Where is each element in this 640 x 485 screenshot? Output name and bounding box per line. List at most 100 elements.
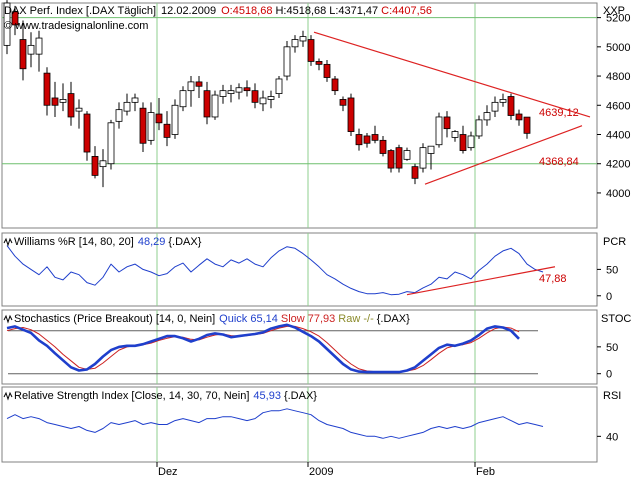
candle-body-25 [203, 90, 211, 118]
candle-body-60 [483, 112, 491, 121]
candle-body-30 [243, 87, 251, 92]
candle-body-62 [499, 99, 507, 103]
rsi-symbol: {.DAX} [284, 390, 317, 402]
candle-body-13 [107, 122, 115, 165]
stochastics-panel-frame [1, 309, 598, 385]
candle-body-28 [227, 90, 235, 94]
stochastics-quick: Quick 65,14 [219, 313, 278, 325]
candle-body-36 [291, 39, 299, 48]
candle-body-61 [491, 101, 499, 112]
candle-body-58 [467, 135, 475, 149]
candle-body-2 [19, 39, 27, 70]
candle-body-6 [51, 97, 59, 106]
candle-body-5 [43, 72, 51, 106]
candle-body-38 [307, 39, 315, 62]
williams-trendline [406, 266, 556, 296]
support-trendline [424, 125, 583, 185]
candle-body-18 [147, 112, 155, 141]
candle-body-37 [299, 36, 307, 42]
candle-body-9 [75, 107, 83, 112]
price-panel-frame [1, 2, 598, 229]
williams-symbol: {.DAX} [168, 236, 201, 248]
price-y-tick-4600: 4600 [606, 100, 630, 112]
copyright-url: www.tradesignalonline.com [14, 20, 148, 32]
candle-body-0 [3, 2, 11, 46]
stochastics-name: Stochastics (Price Breakout) [14, 0, Nei… [14, 313, 215, 325]
rsi-panel-frame [1, 386, 598, 463]
indicator-glyph-icon-1 [3, 314, 13, 324]
williams-value: 48,29 [138, 236, 166, 248]
candle-body-27 [219, 90, 227, 97]
candle-body-8 [67, 93, 75, 118]
candle-body-50 [403, 150, 411, 160]
candle-body-39 [315, 61, 323, 65]
chart-title-name: DAX Perf. Index [.DAX Täglich] [4, 5, 156, 17]
copyright-text: © www.tradesignalonline.com [4, 20, 148, 32]
candle-body-46 [371, 134, 379, 141]
candle-body-40 [323, 63, 331, 78]
candle-body-10 [83, 113, 91, 153]
stochastics-symbol: {.DAX} [377, 313, 410, 325]
ohlc-low: L:4371,47 [329, 5, 378, 17]
x-tick-dez: Dez [158, 466, 178, 478]
candle-body-32 [259, 97, 267, 105]
candle-body-59 [475, 119, 483, 137]
candle-body-31 [251, 90, 259, 103]
rsi-axis-label: RSI [603, 390, 621, 402]
candle-body-16 [131, 97, 139, 103]
price-y-tick-5000: 5000 [606, 42, 630, 54]
price-y-tick-5200: 5200 [606, 13, 630, 25]
indicator-glyph-icon-0 [3, 237, 13, 247]
williams-line [6, 245, 544, 296]
candle-body-65 [523, 116, 531, 134]
candle-body-54 [435, 116, 443, 146]
rsi-name: Relative Strength Index [Close, 14, 30, … [14, 390, 249, 402]
rsi-y-tick-40: 40 [606, 431, 618, 443]
stochastics-axis-label: STOC [601, 313, 631, 325]
candle-body-35 [283, 46, 291, 77]
price-y-tick-4400: 4400 [606, 129, 630, 141]
stochastics-raw: Raw -/- [338, 313, 374, 325]
price-y-tick-4000: 4000 [606, 188, 630, 200]
candle-body-64 [515, 113, 523, 121]
candle-body-55 [443, 116, 451, 130]
support-annotation: 4368,84 [539, 156, 579, 168]
candle-body-43 [347, 97, 355, 132]
stochastics-y-tick-50: 50 [606, 342, 618, 354]
candle-body-63 [507, 96, 515, 116]
candle-body-14 [115, 109, 123, 122]
candle-body-12 [99, 160, 107, 168]
candle-body-4 [35, 37, 43, 55]
candle-body-24 [195, 81, 203, 87]
williams-y-tick-50: 50 [606, 264, 618, 276]
candle-body-44 [355, 134, 363, 146]
resistance-trendline [313, 31, 591, 118]
candle-body-57 [459, 134, 467, 151]
candle-body-11 [91, 156, 99, 176]
williams-axis-label: PCR [603, 236, 626, 248]
rsi-value: 45,93 [253, 390, 281, 402]
candle-body-15 [123, 101, 131, 112]
candle-body-33 [267, 96, 275, 100]
williams-y-tick-0: 0 [606, 291, 612, 303]
candle-body-51 [411, 166, 419, 179]
williams-name: Williams %R [14, 80, 20] [14, 236, 134, 248]
rsi-line [6, 408, 544, 439]
stochastics-y-tick-0: 0 [606, 369, 612, 381]
candle-body-42 [339, 99, 347, 106]
price-y-tick-4800: 4800 [606, 71, 630, 83]
candle-body-45 [363, 135, 371, 144]
x-tick-feb: Feb [476, 466, 495, 478]
candle-body-3 [27, 44, 35, 55]
candle-body-52 [419, 147, 427, 169]
chart-date: 12.02.2009 [161, 5, 216, 17]
price-axis-label: XXP [603, 5, 625, 17]
candle-body-19 [155, 113, 163, 124]
candle-body-47 [379, 139, 387, 154]
candle-body-41 [331, 78, 339, 92]
candle-body-17 [139, 107, 147, 144]
candle-body-7 [59, 99, 67, 103]
indicator-glyph-icon-2 [3, 391, 13, 401]
